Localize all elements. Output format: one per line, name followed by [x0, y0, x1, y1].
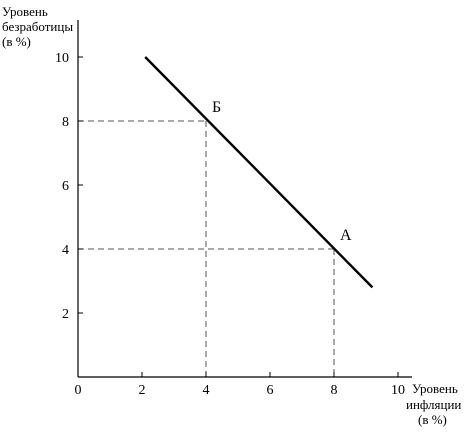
- y-tick-label-4: 4: [62, 243, 69, 258]
- x-tick-label-6: 6: [267, 383, 274, 398]
- point-label-1: А: [340, 227, 352, 244]
- axis-titles: Уровень безработицы (в %) Уровень инфляц…: [2, 4, 461, 427]
- series-line-0: [144, 56, 374, 289]
- y-tick-label-2: 2: [62, 307, 69, 322]
- x-tick-label-0: 0: [75, 383, 82, 398]
- tick-labels: 0 2 4 6 8 10 2 4 6 8 10: [55, 51, 405, 398]
- reference-lines: [78, 120, 335, 377]
- y-axis-title-line-3: (в %): [2, 34, 31, 49]
- x-axis-title-line-1: Уровень: [412, 381, 458, 396]
- series-group: [144, 56, 374, 289]
- x-tick-label-2: 2: [139, 383, 146, 398]
- x-tick-label-8: 8: [331, 383, 338, 398]
- point-labels: БА: [212, 99, 352, 244]
- x-axis-title-line-3: (в %): [418, 412, 447, 427]
- axes: [77, 20, 412, 378]
- x-axis-title-line-2: инфляции: [406, 397, 461, 412]
- x-tick-label-10: 10: [391, 383, 405, 398]
- y-tick-label-8: 8: [62, 115, 69, 130]
- point-label-0: Б: [212, 99, 221, 116]
- y-axis-title-line-2: безработицы: [2, 19, 73, 34]
- x-tick-label-4: 4: [203, 383, 210, 398]
- y-axis-title-line-1: Уровень: [2, 4, 48, 19]
- y-tick-label-10: 10: [55, 51, 69, 66]
- y-tick-label-6: 6: [62, 179, 69, 194]
